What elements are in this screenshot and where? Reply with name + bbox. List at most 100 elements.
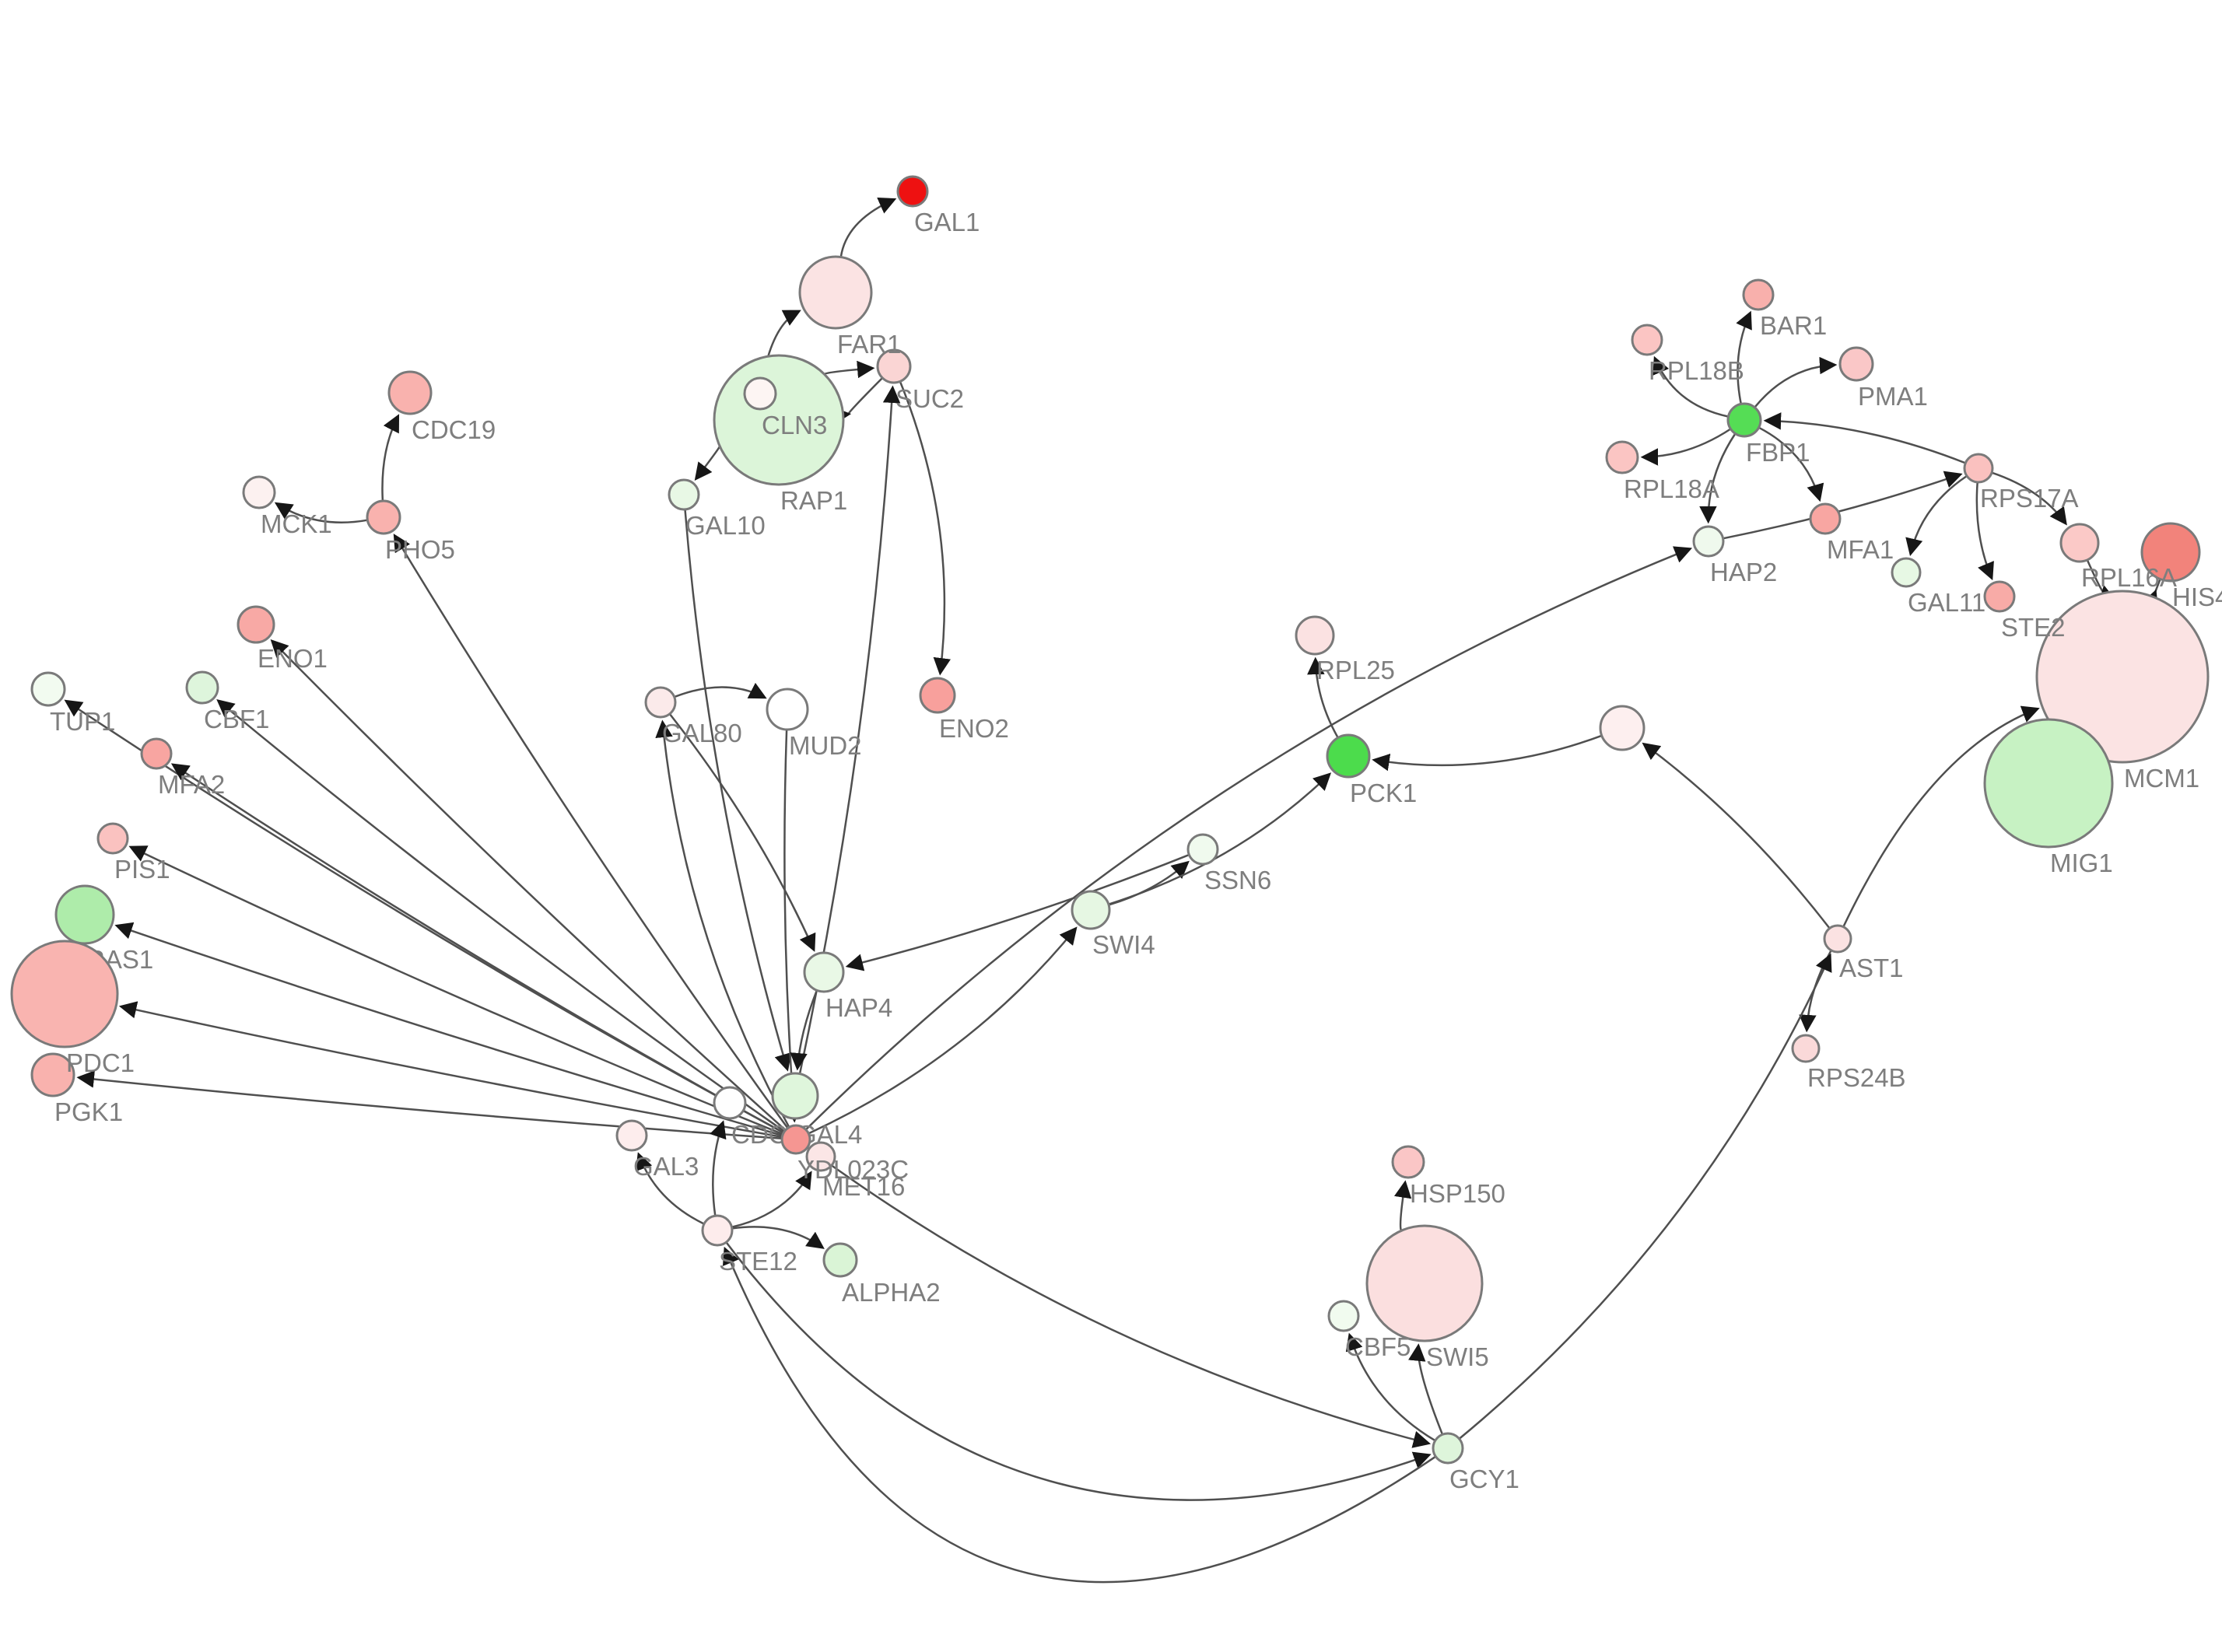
node-BAR1[interactable] (1742, 278, 1775, 311)
edge-STE12-MET16[interactable] (731, 1171, 812, 1228)
edge-YDL023C-ENO1[interactable] (270, 639, 787, 1131)
edge-SUC2-ENO2[interactable] (899, 381, 951, 676)
edge-SUC2-RAP1[interactable] (832, 377, 884, 425)
edge-GCY1-AST1[interactable] (1458, 953, 1832, 1440)
edge-GAL80-MUD2[interactable] (674, 682, 767, 699)
node-ENO2[interactable] (919, 677, 956, 714)
node-CDC19[interactable] (387, 370, 433, 415)
edge-AST1-UNNAMED[interactable] (1642, 742, 1831, 929)
node-MFA1[interactable] (1809, 502, 1842, 535)
node-CBF1[interactable] (185, 670, 219, 705)
edge-RPS17A-STE2[interactable] (1975, 481, 1994, 581)
edge-YDL023C-CBF1[interactable] (216, 699, 785, 1132)
node-STE12[interactable] (701, 1214, 734, 1247)
node-RPS17A[interactable] (1963, 453, 1994, 484)
edge-GCY1-SWI5[interactable] (1408, 1343, 1444, 1435)
edge-YDL023C-RAS1[interactable] (114, 922, 783, 1137)
node-PGK1[interactable] (30, 1052, 75, 1097)
edge-FBP1-MFA1[interactable] (1758, 426, 1824, 502)
edge-FBP1-PMA1[interactable] (1754, 356, 1838, 408)
edge-YDL023C-GAL80[interactable] (655, 719, 790, 1128)
node-PDC1[interactable] (10, 940, 119, 1048)
edge-SWI4-SSN6[interactable] (1108, 860, 1190, 906)
node-CBF5[interactable] (1327, 1300, 1360, 1332)
node-GAL4[interactable] (771, 1072, 819, 1120)
edge-STE12-CDC6[interactable] (710, 1120, 727, 1216)
edge-GAL10-GAL4[interactable] (684, 509, 792, 1072)
node-SSN6[interactable] (1186, 833, 1219, 866)
edge-AST1-MCM1[interactable] (1842, 705, 2040, 928)
node-AST1[interactable] (1823, 924, 1852, 954)
edge-YDL023C-GCY1[interactable] (806, 1146, 1432, 1448)
edge-RPS17A-FBP1[interactable] (1763, 412, 1966, 464)
node-MUD2[interactable] (766, 688, 809, 731)
node-MCK1[interactable] (242, 475, 276, 509)
node-TUP1[interactable] (30, 671, 66, 707)
edge-YDL023C-MFA2[interactable] (170, 763, 784, 1134)
node-PMA1[interactable] (1838, 346, 1874, 382)
edge-RPS17A-RPL16A[interactable] (1991, 471, 2067, 526)
edge-GCY1-CBF5[interactable] (1345, 1332, 1436, 1442)
node-SWI5[interactable] (1365, 1224, 1484, 1342)
edge-FBP1-RPL18B[interactable] (1652, 355, 1729, 418)
node-FBP1[interactable] (1726, 402, 1762, 438)
edge-UNNAMED-PCK1[interactable] (1372, 734, 1603, 772)
edge-FBP1-BAR1[interactable] (1736, 310, 1752, 404)
node-FAR1[interactable] (798, 255, 873, 330)
edge-RAP1-SUC2[interactable] (823, 360, 875, 379)
edge-YDL023C-PDC1[interactable] (118, 1001, 783, 1139)
node-RPL18A[interactable] (1605, 440, 1639, 474)
edge-FAR1-GAL1[interactable] (839, 197, 897, 257)
node-GAL1[interactable] (896, 175, 929, 208)
node-CLN3[interactable] (743, 376, 777, 411)
edge-RAP1-GAL10[interactable] (694, 445, 721, 481)
edge-SSN6-HAP4[interactable] (845, 853, 1190, 971)
node-SUC2[interactable] (876, 348, 912, 384)
node-RPL25[interactable] (1295, 615, 1335, 656)
edge-FBP1-HAP2[interactable] (1699, 432, 1737, 524)
node-MET16[interactable] (805, 1141, 836, 1172)
node-SWI4[interactable] (1071, 890, 1111, 930)
node-MFA2[interactable] (140, 737, 173, 770)
node-CDC6[interactable] (713, 1086, 747, 1120)
node-RAS1[interactable] (54, 884, 115, 945)
node-RPL18B[interactable] (1631, 324, 1663, 356)
node-HAP4[interactable] (803, 951, 845, 993)
node-RPL16A[interactable] (2059, 523, 2100, 563)
edge-YDL023C-SWI4[interactable] (808, 926, 1078, 1135)
edge-RPS17A-GAL11[interactable] (1905, 474, 1968, 556)
node-RPS24B[interactable] (1791, 1034, 1821, 1063)
edge-STE12-GAL3[interactable] (636, 1152, 705, 1225)
node-GCY1[interactable] (1432, 1432, 1464, 1465)
edge-YDL023C-HAP2[interactable] (804, 546, 1693, 1131)
node-HSP150[interactable] (1391, 1145, 1425, 1179)
node-YDL023C[interactable] (780, 1124, 811, 1155)
node-GAL80[interactable] (644, 686, 677, 719)
edge-STE12-ALPHA2[interactable] (731, 1226, 825, 1249)
node-GAL3[interactable] (615, 1119, 648, 1152)
node-MIG1[interactable] (1983, 718, 2114, 849)
node-STE2[interactable] (1983, 580, 2016, 613)
edge-YDL023C-PIS1[interactable] (128, 845, 783, 1136)
node-HAP2[interactable] (1692, 525, 1725, 558)
node-UNNAMED[interactable] (1599, 705, 1645, 751)
node-GAL10[interactable] (668, 478, 700, 511)
edge-YDL023C-PGK1[interactable] (76, 1070, 783, 1139)
edge-HAP4-GAL4[interactable] (790, 989, 818, 1071)
edge-GAL80-HAP4[interactable] (668, 713, 816, 952)
node-PHO5[interactable] (366, 499, 401, 535)
edge-HAP2-RPS17A[interactable] (1723, 471, 1963, 540)
edge-FBP1-RPL18A[interactable] (1640, 428, 1732, 466)
node-ALPHA2[interactable] (822, 1242, 858, 1278)
node-PIS1[interactable] (96, 822, 129, 855)
node-HIS4[interactable] (2140, 522, 2201, 583)
edge-PHO5-MCK1[interactable] (274, 502, 368, 524)
node-ENO1[interactable] (237, 605, 275, 644)
edge-PCK1-RPL25[interactable] (1307, 656, 1339, 739)
node-GAL11[interactable] (1891, 557, 1922, 588)
node-MCM1[interactable] (2035, 590, 2210, 764)
node-PCK1[interactable] (1326, 733, 1371, 779)
edge-RPL16A-MCM1[interactable] (2086, 559, 2116, 604)
edge-GCY1-STE12[interactable] (722, 1246, 1437, 1584)
edge-STE12-GCY1[interactable] (725, 1241, 1432, 1501)
